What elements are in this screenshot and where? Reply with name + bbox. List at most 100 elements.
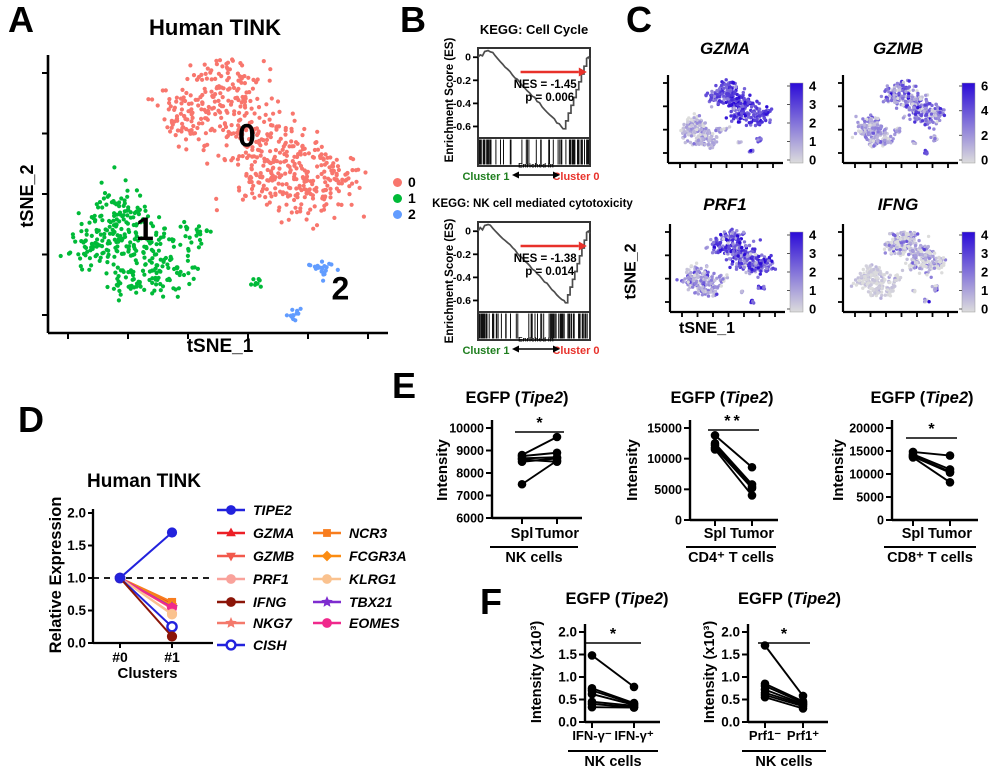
svg-text:CISH: CISH [253,637,287,653]
egfp-prf1-title-pre: EGFP ( [737,590,793,608]
svg-text:IFN-γ⁻: IFN-γ⁻ [572,728,612,743]
cluster2-label: 2 [408,206,416,222]
feature-gzma-plot: 4 3 2 1 0 [663,75,817,168]
cluster1-dot-icon [393,193,402,203]
svg-text:Cluster 0: Cluster 0 [552,345,599,357]
svg-text:NK cells: NK cells [755,754,812,770]
gsea1-plot: 0 -0.2 -0.4 -0.6 NES = -1.45p = 0.006 Cluster… [453,47,600,183]
svg-text:4: 4 [809,79,817,94]
legend-item-cluster0: 0 [393,174,416,190]
svg-text:0: 0 [809,302,816,317]
slope-plot: 2.0 1.5 1.0 0.5 0.0 #0 #1 [67,506,213,665]
svg-text:IFN-γ⁺: IFN-γ⁺ [614,728,654,743]
svg-text:IFNG: IFNG [253,594,287,610]
svg-text:8000: 8000 [456,467,484,481]
svg-text:p = 0.006: p = 0.006 [525,92,574,104]
svg-text:0: 0 [981,302,988,317]
svg-text:1.5: 1.5 [558,647,577,662]
svg-text:1: 1 [809,283,816,298]
svg-text:NES = -1.38: NES = -1.38 [514,253,578,265]
svg-text:NK cells: NK cells [584,754,641,770]
egfp-cd8-title-gene: Tipe2 [925,389,968,407]
svg-text:0: 0 [877,514,884,528]
tsne-title: Human TINK [149,15,281,40]
svg-text:1.0: 1.0 [67,571,86,586]
svg-text:*: * [610,626,617,643]
svg-text:0: 0 [465,52,471,64]
svg-text:0: 0 [675,514,682,528]
egfp-ifng-title-post: ) [663,590,669,608]
gene-legend: TIPE2 GZMA GZMB PRF1 IFNG NKG7 CISH NCR3 FCGR3A K… [217,502,407,653]
egfp-ifng-title-gene: Tipe2 [620,590,663,608]
gsea2-plot: 0 -0.2 -0.4 -0.6 NES = -1.38p = 0.014 Cluster… [453,221,600,357]
slope-ylabel: Relative Expression [47,496,65,654]
svg-text:2: 2 [809,116,816,131]
svg-text:p = 0.014: p = 0.014 [525,266,575,278]
egfp-nk-title: EGFP (Tipe2) [432,389,602,407]
cluster0-dot-icon [393,177,402,187]
egfp-nk-title-gene: Tipe2 [520,389,563,407]
slope-title: Human TINK [87,471,201,492]
svg-text:Tumor: Tumor [535,526,579,542]
svg-text:Cluster 0: Cluster 0 [552,171,599,183]
egfp-ifng-plot: 2.0 1.5 1.0 0.5 0.0 * IFN-γ⁻ IFN-γ⁺ NK cells [558,624,660,770]
egfp-prf1-title-gene: Tipe2 [792,590,836,608]
svg-text:Tumor: Tumor [928,526,972,542]
svg-text:10000: 10000 [449,422,484,436]
svg-text:NCR3: NCR3 [349,525,387,541]
svg-text:6: 6 [981,79,988,94]
egfp-cd4-title-pre: EGFP ( [670,389,726,407]
svg-text:Tumor: Tumor [730,526,774,542]
svg-text:2: 2 [809,265,816,280]
svg-text:0.0: 0.0 [721,715,740,730]
feature-ifng-title: IFNG [877,195,919,214]
svg-text:9000: 9000 [456,444,484,458]
svg-text:TBX21: TBX21 [349,594,393,610]
svg-text:2: 2 [332,271,350,307]
svg-text:0.0: 0.0 [558,715,577,730]
svg-text:0: 0 [809,153,816,168]
svg-text:0.5: 0.5 [721,692,740,707]
svg-text:NK cells: NK cells [505,550,562,566]
feature-ifng-plot: 4 3 2 1 0 [838,224,989,317]
svg-text:0: 0 [465,226,471,238]
svg-text:2.0: 2.0 [558,625,577,640]
egfp-prf1-title: EGFP (Tipe2) [707,590,872,608]
svg-text:Spl: Spl [902,526,925,542]
svg-text:-0.6: -0.6 [453,121,471,133]
feature-xlabel: tSNE_1 [678,320,736,337]
gsea1-title: KEGG: Cell Cycle [479,22,589,37]
panel-label-e: E [392,365,417,406]
svg-text:6000: 6000 [456,512,484,526]
svg-text:1.0: 1.0 [721,670,740,685]
svg-text:1.5: 1.5 [67,538,86,553]
svg-text:Spl: Spl [511,526,534,542]
slope-xlabel: Clusters [117,665,178,682]
cluster0-label: 0 [408,174,416,190]
svg-text:15000: 15000 [647,422,682,436]
svg-text:0: 0 [981,153,988,168]
svg-text:1: 1 [136,211,154,247]
svg-text:-0.4: -0.4 [453,98,471,110]
svg-text:1: 1 [981,283,988,298]
svg-text:Cluster 1: Cluster 1 [462,171,509,183]
svg-text:3: 3 [809,97,816,112]
tsne-cluster-plot: 0 1 2 [42,55,388,339]
egfp-nk-title-pre: EGFP ( [465,389,521,407]
svg-text:4: 4 [809,228,817,243]
svg-text:Enriched in: Enriched in [518,163,553,170]
svg-text:Spl: Spl [704,526,727,542]
legend-item-cluster1: 1 [393,190,416,206]
panel-label-b: B [400,0,426,40]
svg-text:-0.6: -0.6 [453,295,471,307]
panel-label-c: C [626,0,652,40]
svg-text:GZMB: GZMB [253,548,294,564]
svg-text:20000: 20000 [849,422,884,436]
egfp-cd8-plot: 20000 15000 10000 5000 0 * Spl Tumor CD8⁺ T cell… [849,420,978,566]
svg-text:GZMA: GZMA [253,525,294,541]
cluster2-dot-icon [393,209,402,219]
feature-ylabel: tSNE_2 [622,243,640,300]
feature-prf1-plot: 4 3 2 1 0 [665,224,817,317]
feature-prf1-title: PRF1 [703,195,747,214]
